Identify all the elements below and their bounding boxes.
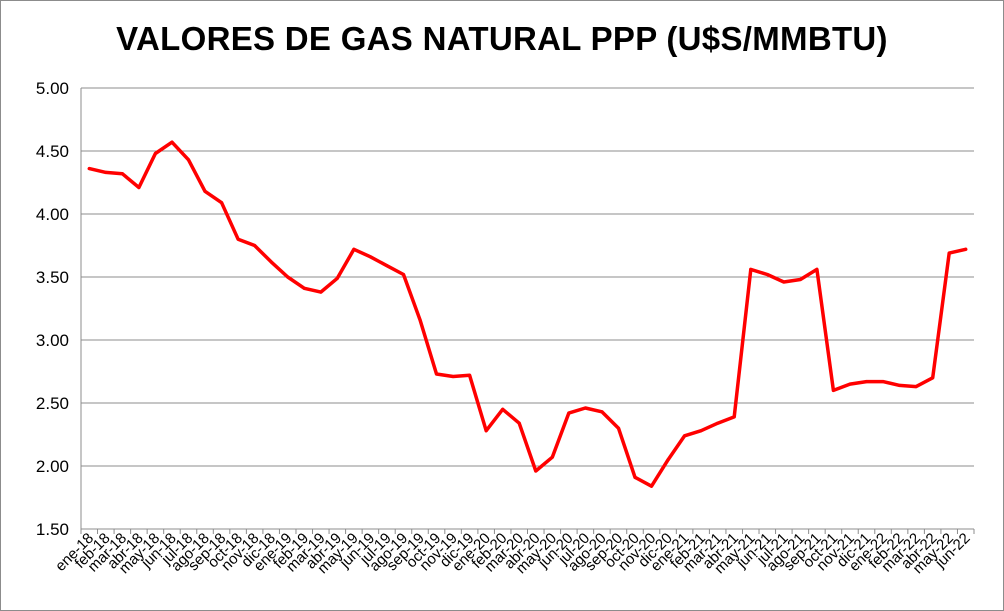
data-point: [203, 189, 207, 193]
data-point: [914, 385, 918, 389]
data-point: [120, 172, 124, 176]
data-point: [831, 388, 835, 392]
data-point: [716, 421, 720, 425]
data-point: [517, 421, 521, 425]
data-point: [650, 484, 654, 488]
data-point: [881, 380, 885, 384]
data-point: [186, 158, 190, 162]
data-point: [170, 140, 174, 144]
data-point: [600, 410, 604, 414]
data-point: [699, 429, 703, 433]
data-point: [104, 170, 108, 174]
data-point: [302, 286, 306, 290]
data-point: [964, 247, 968, 251]
data-point: [865, 380, 869, 384]
data-point: [368, 255, 372, 259]
data-point: [468, 373, 472, 377]
data-point: [352, 247, 356, 251]
data-point: [666, 458, 670, 462]
data-point: [335, 276, 339, 280]
data-point: [947, 251, 951, 255]
data-point: [501, 407, 505, 411]
data-point: [153, 152, 157, 156]
y-tick-label: 3.00: [36, 331, 69, 350]
data-point: [765, 272, 769, 276]
data-point: [931, 376, 935, 380]
y-tick-label: 1.50: [36, 520, 69, 539]
data-point: [633, 475, 637, 479]
data-point: [87, 167, 91, 171]
data-point: [749, 267, 753, 271]
data-point: [137, 186, 141, 190]
data-point: [418, 318, 422, 322]
y-tick-label: 2.00: [36, 457, 69, 476]
y-tick-label: 5.00: [36, 79, 69, 98]
data-point: [616, 426, 620, 430]
data-point: [782, 280, 786, 284]
data-point: [550, 455, 554, 459]
y-tick-label: 3.50: [36, 268, 69, 287]
data-point: [220, 201, 224, 205]
data-point: [534, 469, 538, 473]
data-point: [385, 264, 389, 268]
series-line: [87, 140, 968, 488]
data-point: [848, 382, 852, 386]
data-point: [435, 372, 439, 376]
data-point: [286, 275, 290, 279]
data-point: [732, 415, 736, 419]
y-tick-label: 2.50: [36, 394, 69, 413]
data-point: [236, 237, 240, 241]
y-tick-label: 4.00: [36, 205, 69, 224]
chart-title: VALORES DE GAS NATURAL PPP (U$S/MMBTU): [116, 20, 888, 57]
y-tick-label: 4.50: [36, 142, 69, 161]
data-point: [253, 244, 257, 247]
data-point: [319, 290, 323, 294]
data-point: [401, 272, 405, 276]
data-point: [484, 429, 488, 433]
data-point: [798, 278, 802, 282]
data-point: [815, 267, 819, 271]
data-point: [583, 406, 587, 410]
data-point: [451, 375, 455, 379]
data-point: [898, 383, 902, 387]
data-point: [567, 411, 571, 415]
data-point: [683, 434, 687, 438]
data-point: [269, 260, 273, 264]
